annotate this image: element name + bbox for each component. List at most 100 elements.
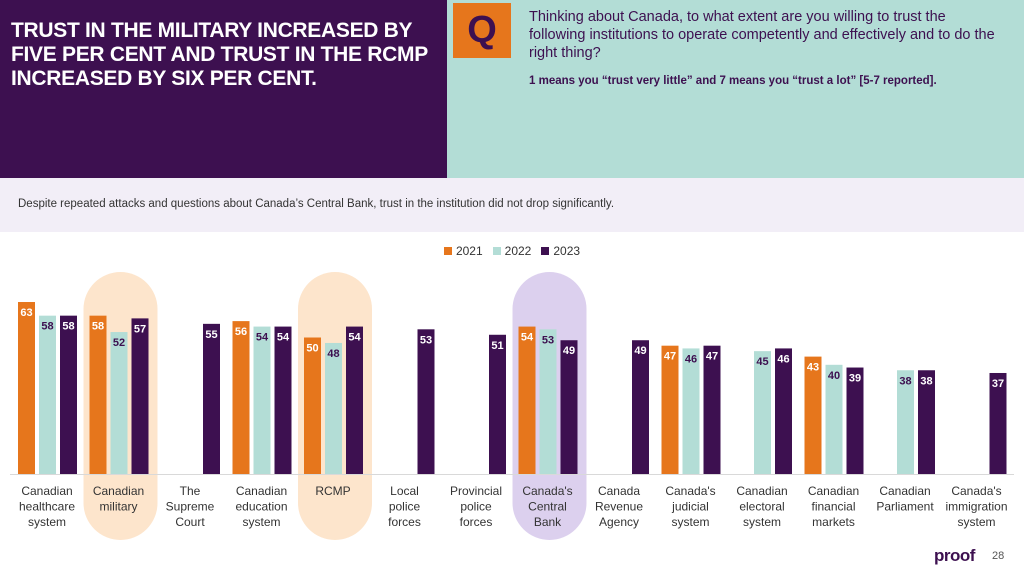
category-label-canada-s-immigration-system-line2: immigration (945, 500, 1007, 514)
category-label-the-supreme-court-line2: Supreme (166, 500, 215, 514)
bar-2023-the-supreme-court (203, 323, 220, 474)
bar-2023-canada-revenue-agency (632, 340, 649, 474)
category-label-canadian-education-system-line1: Canadian (236, 484, 287, 498)
value-label-2021-canadian-financial-markets: 43 (807, 362, 819, 374)
value-label-2023-canadian-financial-markets: 39 (849, 373, 861, 385)
category-label-canadian-healthcare-system-line2: healthcare (19, 500, 75, 514)
bar-2023-rcmp (346, 326, 363, 474)
category-label-canadian-healthcare-system-line3: system (28, 515, 66, 529)
legend-swatch-2022 (492, 247, 501, 255)
category-label-local-police-forces-line3: forces (388, 515, 421, 529)
note-text: Despite repeated attacks and questions a… (18, 198, 615, 210)
category-label-canada-revenue-agency-line3: Agency (599, 515, 639, 529)
bar-2023-canada-s-immigration-system (989, 372, 1007, 474)
category-label-canada-s-judicial-system-line2: judicial (671, 500, 709, 514)
legend-item-2022: 2022 (492, 244, 532, 258)
bar-2023-local-police-forces (417, 329, 435, 474)
bar-2021-canadian-military (89, 315, 107, 474)
note-band (0, 178, 1024, 232)
value-label-2023-canadian-healthcare-system: 58 (62, 321, 74, 333)
bar-2023-canada-s-central-bank (560, 340, 578, 474)
bar-2022-canadian-healthcare-system (39, 315, 56, 474)
bar-2022-canada-s-judicial-system (682, 348, 700, 474)
category-label-canadian-electoral-system-line1: Canadian (736, 484, 787, 498)
bar-2022-rcmp (325, 342, 342, 474)
value-label-2021-canada-s-judicial-system: 47 (664, 351, 676, 363)
bar-2023-canadian-financial-markets (846, 367, 864, 474)
value-label-2022-canada-s-central-bank: 53 (542, 334, 554, 346)
question-text: Thinking about Canada, to what extent ar… (529, 9, 995, 61)
category-label-provincial-police-forces-line2: police (460, 500, 492, 514)
value-label-2023-canadian-parliament: 38 (920, 375, 932, 387)
proof-logo: proof (934, 546, 975, 565)
bar-2021-canada-s-judicial-system (661, 345, 679, 474)
bar-2021-rcmp (304, 337, 321, 474)
category-label-rcmp-line1: RCMP (315, 484, 350, 498)
value-label-2023-canadian-military: 57 (134, 323, 146, 335)
bar-2023-canadian-parliament (918, 370, 935, 474)
value-label-2023-canada-revenue-agency: 49 (634, 345, 646, 357)
page-number: 28 (992, 550, 1005, 562)
bar-2022-canadian-electoral-system (754, 351, 771, 474)
value-label-2023-canada-s-judicial-system: 47 (706, 351, 718, 363)
legend-label-2022: 2022 (504, 244, 532, 258)
value-label-2022-canadian-education-system: 54 (256, 332, 269, 344)
bar-2022-canadian-parliament (897, 370, 914, 474)
value-label-2022-canadian-parliament: 38 (899, 375, 911, 387)
question-panel (447, 0, 1024, 178)
value-label-2021-canadian-healthcare-system: 63 (20, 307, 32, 319)
value-label-2022-canadian-military: 52 (113, 337, 125, 349)
category-label-canadian-financial-markets-line1: Canadian (808, 484, 859, 498)
value-label-2021-rcmp: 50 (306, 343, 318, 355)
category-label-canada-s-central-bank-line3: Bank (534, 515, 562, 529)
headline-panel (0, 0, 447, 178)
q-badge: Q (453, 3, 511, 58)
legend-label-2023: 2023 (553, 244, 581, 258)
category-label-canada-s-central-bank-line1: Canada's (522, 484, 572, 498)
value-label-2022-rcmp: 48 (327, 348, 339, 360)
category-label-canada-s-judicial-system-line1: Canada's (665, 484, 715, 498)
legend-swatch-2023 (541, 247, 550, 255)
bar-2022-canadian-military (110, 332, 128, 474)
bar-2023-canadian-military (131, 318, 149, 474)
category-label-canada-s-immigration-system-line1: Canada's (951, 484, 1001, 498)
category-label-local-police-forces-line1: Local (390, 484, 419, 498)
legend-item-2023: 2023 (541, 244, 580, 258)
category-label-canada-revenue-agency-line1: Canada (598, 484, 640, 498)
value-label-2022-canadian-healthcare-system: 58 (41, 321, 53, 333)
category-label-canadian-healthcare-system-line1: Canadian (21, 484, 72, 498)
category-label-canadian-electoral-system-line3: system (743, 515, 781, 529)
headline: TRUST IN THE MILITARY INCREASED BY FIVE … (11, 19, 428, 90)
bar-2021-canadian-healthcare-system (18, 302, 35, 474)
bar-2021-canadian-education-system (232, 321, 250, 474)
category-label-canadian-military-line2: military (100, 500, 138, 514)
category-label-canada-s-judicial-system-line3: system (671, 515, 709, 529)
category-label-canada-revenue-agency-line2: Revenue (595, 500, 643, 514)
bar-2022-canadian-financial-markets (825, 364, 843, 474)
legend-swatch-2021 (443, 247, 452, 255)
category-label-local-police-forces-line2: police (389, 500, 421, 514)
category-label-provincial-police-forces-line3: forces (460, 515, 493, 529)
bar-2021-canadian-financial-markets (804, 356, 822, 474)
value-label-2022-canadian-electoral-system: 45 (756, 356, 768, 368)
value-label-2023-local-police-forces: 53 (420, 334, 432, 346)
category-label-canadian-education-system-line3: system (242, 515, 280, 529)
legend-label-2021: 2021 (455, 244, 483, 258)
category-label-the-supreme-court-line3: Court (175, 515, 205, 529)
category-label-canada-s-immigration-system-line3: system (957, 515, 995, 529)
value-label-2021-canadian-military: 58 (92, 321, 104, 333)
value-label-2022-canadian-financial-markets: 40 (828, 370, 840, 382)
bar-2023-provincial-police-forces (489, 334, 506, 474)
value-label-2023-canada-s-immigration-system: 37 (992, 378, 1004, 390)
category-label-canadian-parliament-line1: Canadian (879, 484, 930, 498)
bar-2022-canada-s-central-bank (539, 329, 557, 474)
chart-legend: 2021 2022 2023 (0, 244, 1024, 258)
category-label-canadian-financial-markets-line2: financial (811, 500, 855, 514)
category-label-canadian-parliament-line2: Parliament (876, 500, 934, 514)
category-label-canadian-financial-markets-line3: markets (812, 515, 855, 529)
bar-2021-canada-s-central-bank (518, 326, 536, 474)
value-label-2023-the-supreme-court: 55 (205, 329, 217, 341)
category-label-canadian-military-line1: Canadian (93, 484, 144, 498)
category-label-the-supreme-court-line1: The (180, 484, 201, 498)
